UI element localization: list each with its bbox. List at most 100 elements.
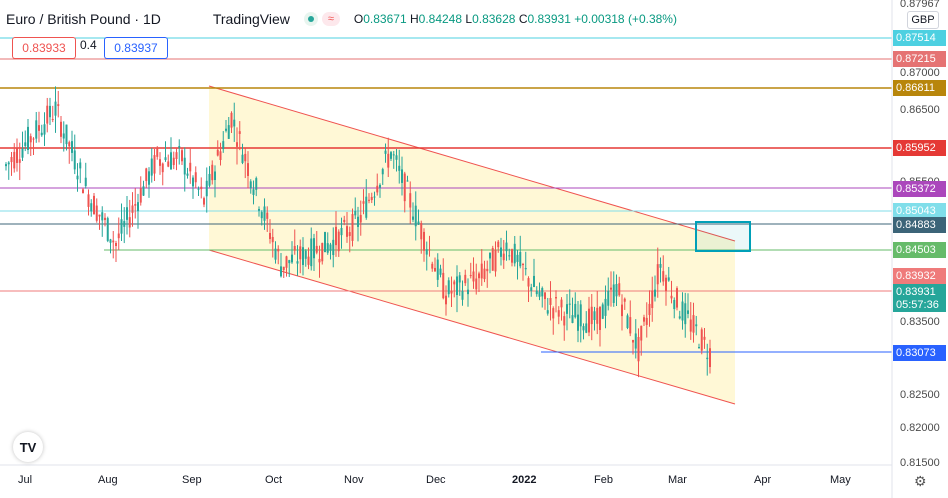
candle-body bbox=[307, 256, 310, 265]
candle-body bbox=[117, 233, 120, 239]
time-tick-label: Feb bbox=[594, 474, 613, 486]
candle-body bbox=[208, 173, 211, 186]
candle-body bbox=[359, 214, 362, 223]
data-delay-icon[interactable]: ≈ bbox=[321, 12, 340, 26]
candle-body bbox=[318, 258, 321, 263]
candle-body bbox=[159, 159, 161, 166]
candle-body bbox=[252, 189, 255, 195]
channel-upper-line[interactable] bbox=[208, 85, 736, 242]
candle-body bbox=[153, 155, 156, 174]
buy-button[interactable]: 0.83937 bbox=[104, 37, 168, 59]
candle-body bbox=[79, 162, 82, 169]
candle-body bbox=[348, 232, 351, 237]
candle-body bbox=[546, 310, 549, 314]
candle-body bbox=[164, 157, 167, 161]
time-tick-label: Aug bbox=[98, 474, 118, 486]
candle-body bbox=[13, 151, 16, 169]
candle-body bbox=[24, 142, 27, 147]
candle-body bbox=[57, 104, 60, 107]
candle-body bbox=[640, 325, 643, 341]
candle-body bbox=[203, 198, 205, 205]
candle-body bbox=[626, 315, 629, 328]
candle-body bbox=[167, 161, 170, 167]
candle-body bbox=[659, 263, 662, 268]
candle-body bbox=[662, 271, 665, 282]
candle-body bbox=[170, 152, 172, 170]
sell-button[interactable]: 0.83933 bbox=[12, 37, 76, 59]
candle-body bbox=[197, 188, 200, 190]
candle-body bbox=[538, 291, 541, 297]
candle-body bbox=[401, 169, 403, 183]
candle-body bbox=[35, 120, 38, 139]
candle-body bbox=[236, 142, 238, 147]
candle-body bbox=[505, 242, 508, 252]
candle-body bbox=[508, 255, 511, 257]
market-open-icon[interactable] bbox=[303, 12, 318, 26]
candle-body bbox=[73, 150, 76, 170]
candle-body bbox=[104, 217, 106, 221]
candle-body bbox=[689, 319, 692, 332]
candle-body bbox=[596, 307, 599, 324]
symbol-title[interactable]: Euro / British Pound · 1D bbox=[6, 11, 161, 27]
candle-body bbox=[563, 316, 566, 326]
tradingview-logo-icon[interactable]: TV bbox=[13, 432, 43, 462]
currency-button[interactable]: GBP bbox=[907, 11, 939, 29]
candle-body bbox=[62, 133, 65, 139]
candle-body bbox=[406, 180, 409, 182]
candle-body bbox=[533, 275, 535, 288]
candle-body bbox=[313, 238, 315, 259]
candle-body bbox=[456, 276, 458, 296]
candle-body bbox=[343, 219, 346, 223]
candle-body bbox=[615, 284, 618, 297]
candle-body bbox=[428, 249, 431, 251]
candle-body bbox=[409, 193, 412, 208]
candle-body bbox=[18, 159, 21, 163]
candle-body bbox=[513, 243, 516, 264]
candle-body bbox=[461, 290, 464, 300]
target-box[interactable] bbox=[695, 221, 751, 252]
descending-channel[interactable] bbox=[209, 86, 735, 404]
candle-body bbox=[568, 303, 571, 305]
candle-body bbox=[678, 316, 681, 319]
ohlc-values: O0.83671 H0.84248 L0.83628 C0.83931 +0.0… bbox=[353, 12, 677, 26]
candle-body bbox=[266, 212, 269, 219]
channel-lower-line[interactable] bbox=[208, 249, 736, 405]
candle-body bbox=[139, 188, 142, 203]
candle-body bbox=[148, 171, 150, 185]
candle-body bbox=[417, 221, 420, 224]
candle-body bbox=[255, 178, 258, 190]
gear-icon[interactable]: ⚙ bbox=[914, 473, 927, 489]
candle-body bbox=[489, 252, 491, 259]
price-tag: 0.84503 bbox=[893, 242, 946, 258]
candle-body bbox=[434, 267, 436, 272]
candle-body bbox=[577, 314, 579, 331]
candle-body bbox=[398, 165, 401, 171]
candle-body bbox=[332, 239, 335, 256]
candle-body bbox=[522, 263, 524, 266]
candle-body bbox=[384, 150, 387, 154]
candle-body bbox=[519, 252, 522, 267]
candle-body bbox=[376, 185, 379, 193]
candle-body bbox=[271, 236, 274, 243]
price-tag: 0.87215 bbox=[893, 51, 946, 67]
candle-body bbox=[304, 250, 307, 259]
candle-body bbox=[337, 231, 340, 252]
spread-value: 0.4 bbox=[80, 38, 97, 52]
candle-body bbox=[423, 231, 425, 251]
candle-body bbox=[381, 169, 384, 175]
time-tick-label: Dec bbox=[426, 474, 446, 486]
candle-body bbox=[535, 290, 538, 295]
candle-body bbox=[293, 245, 296, 251]
price-tag: 0.83073 bbox=[893, 345, 946, 361]
candle-body bbox=[354, 210, 357, 216]
candle-body bbox=[566, 304, 568, 314]
candle-body bbox=[370, 196, 373, 201]
candle-body bbox=[194, 172, 197, 183]
candle-body bbox=[673, 299, 676, 310]
candle-body bbox=[186, 173, 189, 176]
candle-body bbox=[346, 226, 348, 237]
candle-body bbox=[676, 288, 678, 308]
candle-body bbox=[183, 157, 186, 175]
candle-body bbox=[16, 148, 18, 163]
